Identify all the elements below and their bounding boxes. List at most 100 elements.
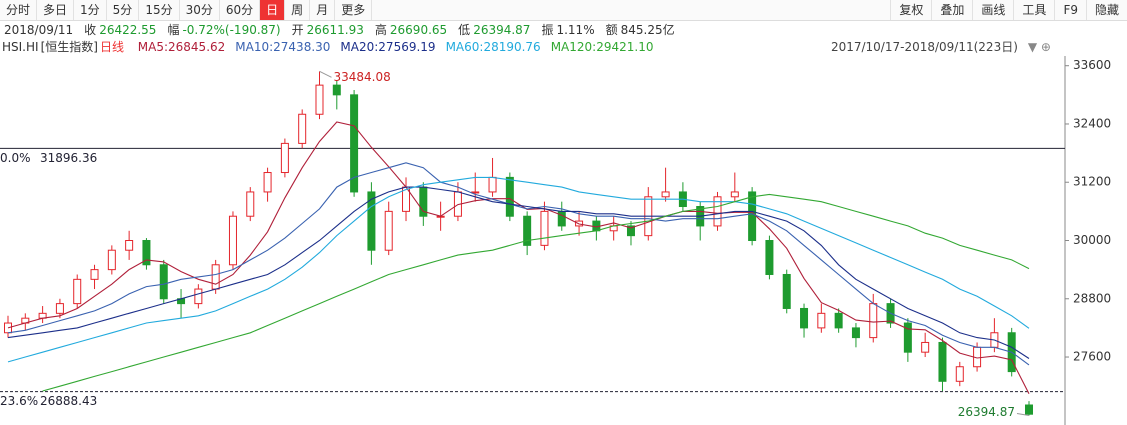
quote-label: 收: [84, 23, 97, 37]
high-label: 33484.08: [333, 70, 390, 84]
level-label: 0.0%: [0, 151, 31, 165]
candle-body: [280, 142, 289, 174]
quote-label: 低: [458, 23, 471, 37]
candle-body: [851, 327, 860, 339]
legend-entry: MA5:26845.62: [137, 40, 226, 54]
candle-body: [765, 240, 774, 275]
tool-button[interactable]: 叠加: [931, 0, 972, 20]
candle-body: [523, 215, 532, 246]
y-tick-label: 27600: [1073, 350, 1111, 364]
ma-line: [42, 193, 1030, 392]
candle-body: [782, 273, 791, 309]
candle-body: [903, 322, 912, 353]
y-tick-label: 33600: [1073, 58, 1111, 72]
tab[interactable]: 多日: [37, 0, 75, 20]
y-tick-label: 32400: [1073, 116, 1111, 130]
range-arrow[interactable]: ▼ ⊕: [1027, 40, 1051, 54]
legend-entry: MA10:27438.30: [235, 40, 331, 54]
y-tick-label: 31200: [1073, 175, 1111, 189]
low-label: 26394.87: [958, 405, 1015, 419]
date-range: 2017/10/17-2018/09/11(223日) ▼ ⊕: [831, 39, 1051, 56]
ma-line: [7, 176, 1030, 363]
quote-label: 额: [605, 23, 618, 37]
y-tick-label: 28800: [1073, 291, 1111, 305]
tool-button[interactable]: 隐藏: [1085, 0, 1127, 20]
candle-body: [367, 191, 376, 251]
high-pointer: [319, 70, 332, 78]
candle-body: [246, 191, 255, 217]
candle-body: [955, 366, 964, 382]
candle-body: [107, 249, 116, 271]
tab[interactable]: 周: [285, 0, 311, 20]
candle-body: [800, 307, 809, 329]
quote-label: 振: [541, 23, 554, 37]
candle-body: [298, 113, 307, 144]
candle-body: [540, 210, 549, 246]
candle-body: [73, 278, 82, 305]
toolbar-right: 复权 叠加 画线 工具 F9 隐藏: [890, 0, 1127, 20]
level-value: 31896.36: [40, 151, 97, 165]
candle-body: [817, 312, 826, 329]
tab[interactable]: 日: [260, 0, 286, 20]
level-value: 26888.43: [40, 394, 97, 408]
candle-body: [834, 312, 843, 329]
symbol-name: [恒生指数]: [40, 40, 98, 54]
candle-body: [315, 84, 324, 115]
candle-body: [350, 94, 359, 193]
quote-label: 高: [374, 23, 387, 37]
tab[interactable]: 15分: [139, 0, 180, 20]
tool-button[interactable]: 画线: [972, 0, 1013, 20]
legend-entry: MA120:29421.10: [550, 40, 654, 54]
quote-value: 26394.87: [473, 23, 531, 37]
quote-value: 1.11%: [556, 23, 595, 37]
tab[interactable]: 5分: [107, 0, 140, 20]
candle-body: [125, 240, 134, 251]
ma-line: [7, 121, 1030, 394]
legend-entry: MA20:27569.19: [340, 40, 436, 54]
chart: 27600 28800 30000 31200 32400 33600 0.0% 31896.…: [0, 56, 1111, 425]
legend-entry: MA60:28190.76: [445, 40, 541, 54]
tool-button[interactable]: F9: [1054, 0, 1086, 20]
candle-body: [332, 84, 341, 96]
tool-button[interactable]: 复权: [890, 0, 931, 20]
quote-row: 2018/09/11 收 26422.55 幅 -0.72%(-190.87) 开 2661…: [4, 21, 678, 39]
candle-body: [142, 240, 151, 266]
quote-value: 26690.65: [389, 23, 448, 37]
candle-body: [1025, 404, 1033, 415]
quote-value: 845.25亿: [620, 23, 675, 37]
candle-body: [869, 303, 878, 339]
candle-body: [661, 191, 670, 198]
candle-body: [748, 191, 757, 242]
tab[interactable]: 30分: [180, 0, 220, 20]
candle-body: [194, 288, 203, 305]
ma-line: [7, 186, 1030, 359]
y-tick-label: 30000: [1073, 233, 1111, 247]
candle-body: [488, 176, 497, 193]
candle-body: [55, 303, 64, 314]
candle-body: [263, 172, 272, 193]
tab[interactable]: 更多: [335, 0, 373, 20]
period: 日线: [99, 40, 124, 54]
candle-body: [921, 341, 930, 353]
candle-body: [730, 191, 739, 198]
tab[interactable]: 月: [310, 0, 336, 20]
tab[interactable]: 分时: [0, 0, 38, 20]
quote-value: 26611.93: [306, 23, 364, 37]
candle-body: [505, 176, 514, 217]
candle-body: [557, 210, 566, 227]
low-pointer: [1016, 413, 1030, 417]
level-label: 23.6%: [0, 394, 38, 408]
candle-body: [938, 341, 947, 382]
candle-body: [384, 210, 393, 251]
candle-body: [159, 264, 168, 300]
candle-body: [211, 264, 220, 290]
tab[interactable]: 60分: [220, 0, 261, 20]
quote-label: 开: [291, 23, 304, 37]
quote-value: 26422.55: [99, 23, 157, 37]
legend-row: HSI.HI [恒生指数] 日线 MA5:26845.62 MA10:27438.30…: [0, 39, 1127, 56]
tab[interactable]: 1分: [74, 0, 107, 20]
tool-button[interactable]: 工具: [1013, 0, 1054, 20]
candle-body: [626, 225, 635, 237]
candle-body: [90, 269, 99, 280]
